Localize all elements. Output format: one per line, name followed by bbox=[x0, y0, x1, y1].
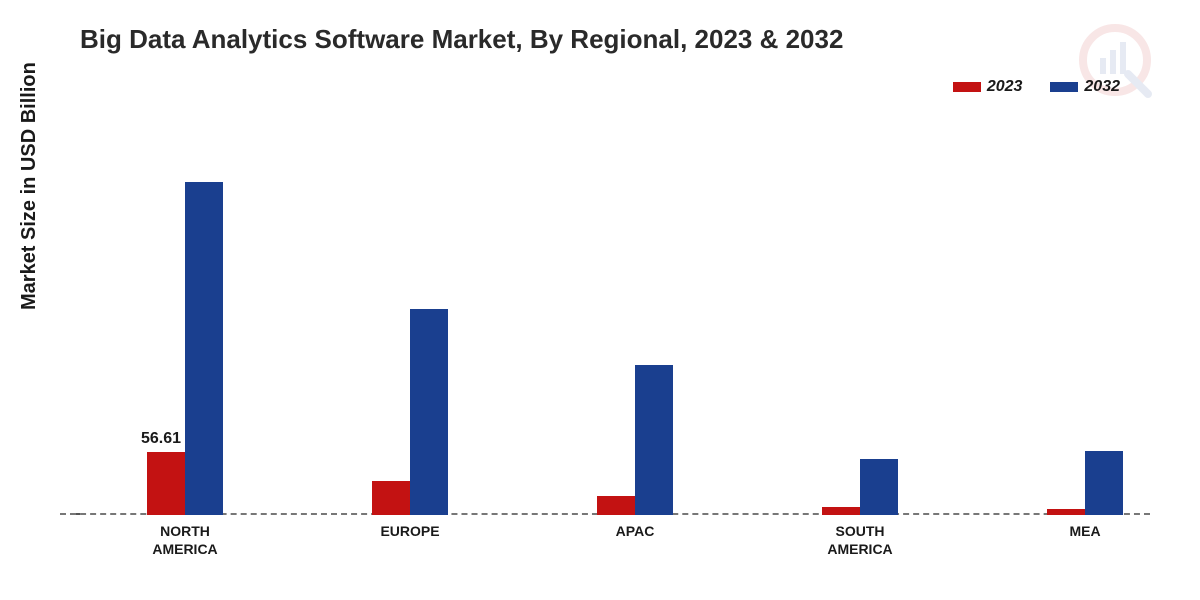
bar bbox=[1047, 509, 1085, 515]
x-axis-label: APAC bbox=[560, 523, 710, 541]
y-axis-label: Market Size in USD Billion bbox=[18, 62, 41, 310]
bar bbox=[410, 309, 448, 515]
bar-group bbox=[560, 115, 710, 515]
bar-group bbox=[1010, 115, 1160, 515]
bar bbox=[147, 452, 185, 515]
legend-label: 2032 bbox=[1084, 78, 1120, 96]
bar-group: 56.61 bbox=[110, 115, 260, 515]
legend-swatch bbox=[1050, 82, 1078, 92]
bar bbox=[597, 496, 635, 515]
bar-value-label: 56.61 bbox=[141, 430, 181, 448]
chart-title: Big Data Analytics Software Market, By R… bbox=[80, 24, 843, 55]
x-axis-label: SOUTHAMERICA bbox=[785, 523, 935, 558]
legend-item-2023: 2023 bbox=[953, 78, 1023, 96]
plot-area: 56.61 bbox=[70, 115, 1140, 515]
bar bbox=[185, 182, 223, 515]
bar bbox=[635, 365, 673, 515]
legend-swatch bbox=[953, 82, 981, 92]
bar bbox=[372, 481, 410, 515]
bar bbox=[1085, 451, 1123, 515]
legend-item-2032: 2032 bbox=[1050, 78, 1120, 96]
x-axis-label: MEA bbox=[1010, 523, 1160, 541]
bar bbox=[822, 507, 860, 515]
legend-label: 2023 bbox=[987, 78, 1023, 96]
bar-group bbox=[335, 115, 485, 515]
x-axis-label: NORTHAMERICA bbox=[110, 523, 260, 558]
bar-group bbox=[785, 115, 935, 515]
x-axis-label: EUROPE bbox=[335, 523, 485, 541]
bar bbox=[860, 459, 898, 515]
legend: 2023 2032 bbox=[953, 78, 1120, 96]
